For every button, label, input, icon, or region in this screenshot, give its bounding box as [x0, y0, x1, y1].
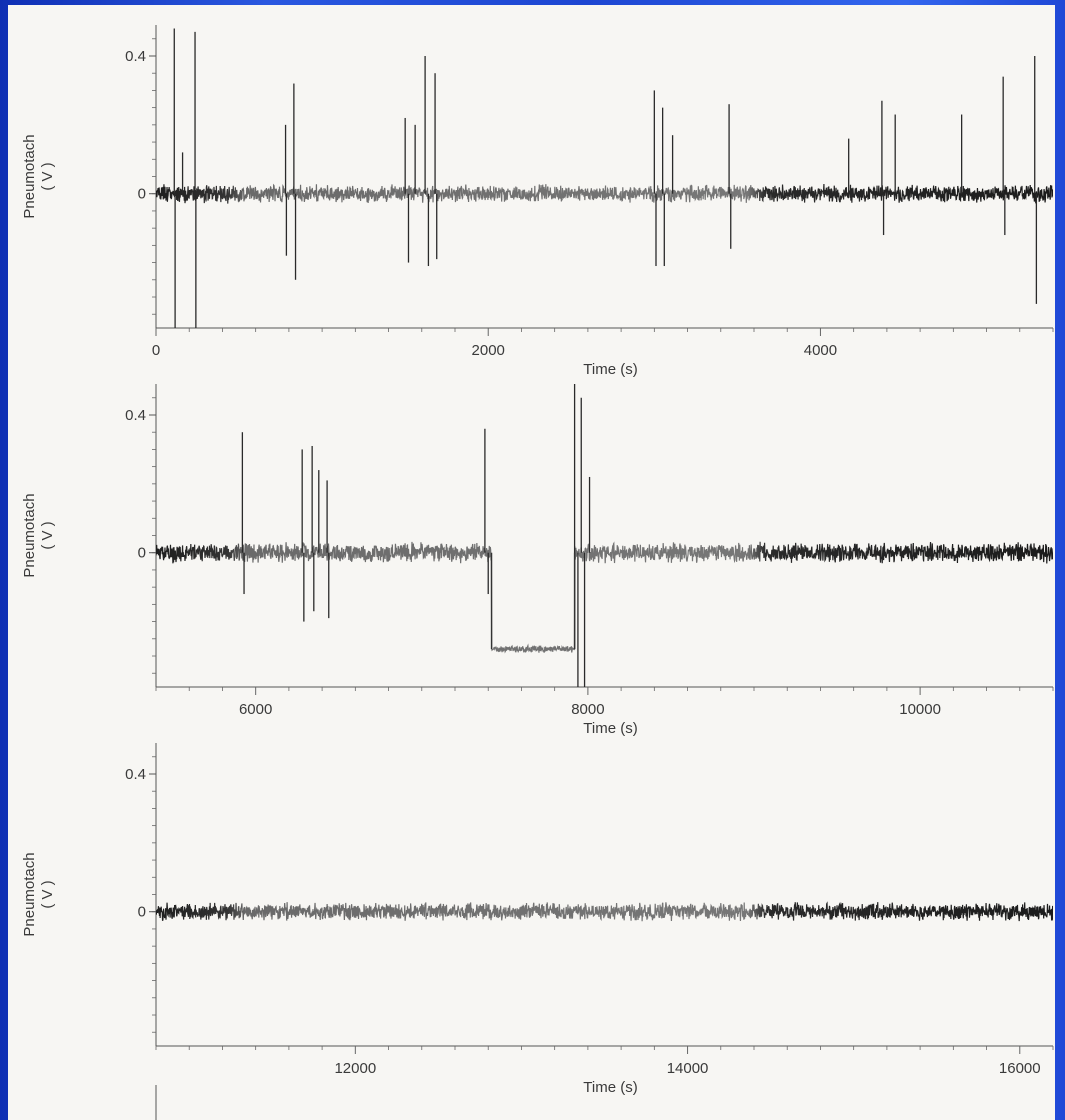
y-tick-label: 0.4 [125, 48, 146, 65]
chart-panel-3: 0.4 0 12000 14000 16000 Time (s) Pneumotach( V… [21, 743, 1054, 1096]
signal-trace [156, 183, 1053, 204]
x-tick-label: 4000 [804, 342, 837, 359]
y-tick-label: 0.4 [125, 407, 146, 424]
signal-trace [156, 541, 1053, 654]
scanned-figure: 0.4 0 0 2000 4000 Time (s) Pneumotach( V ) 0.4 0… [8, 5, 1055, 1120]
y-tick-label: 0 [138, 545, 146, 562]
y-axis-title: Pneumotach [21, 852, 38, 936]
plot-area [156, 28, 1053, 328]
y-tick-label: 0 [138, 904, 146, 921]
chart-panel-1: 0.4 0 0 2000 4000 Time (s) Pneumotach( V ) [21, 25, 1054, 378]
x-tick-label: 8000 [571, 701, 604, 718]
x-axis-title: Time (s) [583, 720, 637, 737]
x-axis-title: Time (s) [583, 1079, 637, 1096]
x-tick-label: 16000 [999, 1060, 1041, 1077]
x-tick-label: 6000 [239, 701, 272, 718]
x-tick-label: 2000 [472, 342, 505, 359]
signal-trace [156, 901, 1053, 922]
x-tick-label: 10000 [899, 701, 941, 718]
y-axis-title: Pneumotach [21, 493, 38, 577]
x-axis-title: Time (s) [583, 361, 637, 378]
plot-area [156, 901, 1053, 922]
y-axis-title: Pneumotach [21, 134, 38, 218]
x-tick-label: 12000 [334, 1060, 376, 1077]
chart-panel-2: 0.4 0 6000 8000 10000 Time (s) Pneumotach( V ) [21, 384, 1054, 737]
x-tick-label: 14000 [667, 1060, 709, 1077]
x-tick-label: 0 [152, 342, 160, 359]
y-tick-label: 0 [138, 186, 146, 203]
y-axis-unit: ( V ) [39, 162, 56, 190]
y-axis-unit: ( V ) [39, 521, 56, 549]
plot-area [156, 384, 1053, 687]
y-tick-label: 0.4 [125, 766, 146, 783]
y-axis-unit: ( V ) [39, 880, 56, 908]
